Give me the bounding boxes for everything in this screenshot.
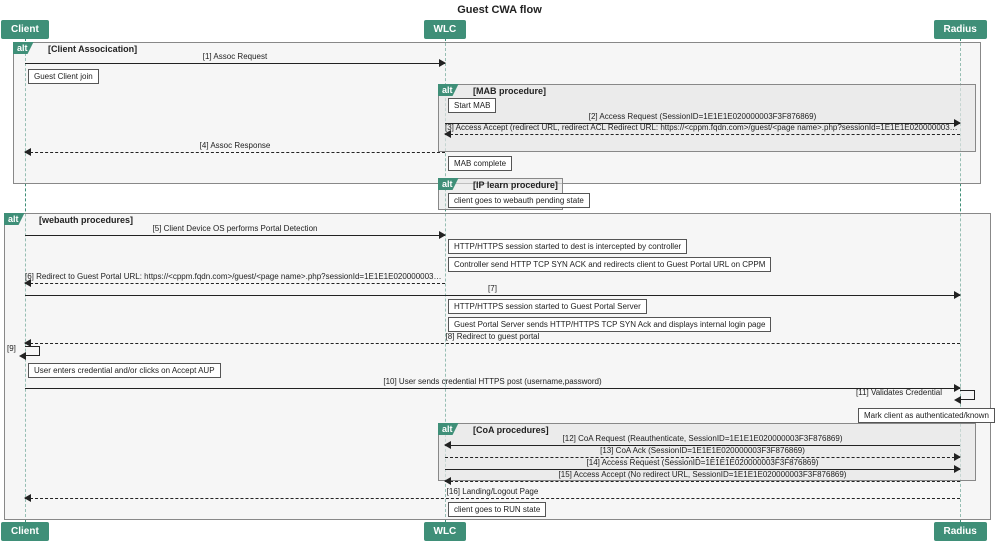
msg-10: [10] User sends credential HTTPS post (u… [25, 379, 960, 391]
msg-3: [3] Access Accept (redirect URL, redirec… [445, 125, 960, 137]
msg-label: [14] Access Request (SessionID=1E1E1E020… [445, 458, 960, 467]
msg-4: [4] Assoc Response [25, 143, 445, 155]
actor-client: Client [1, 20, 49, 39]
msg-label: [16] Landing/Logout Page [25, 487, 960, 496]
diagram-title: Guest CWA flow [0, 0, 999, 18]
note-0: Guest Client join [28, 69, 99, 84]
msg-8: [8] Redirect to guest portal [25, 334, 960, 346]
frame-tag: alt [438, 178, 459, 190]
actor-wlc: WLC [424, 20, 467, 39]
actor-radius: Radius [934, 20, 987, 39]
msg-label: [4] Assoc Response [25, 141, 445, 150]
frame-label: [IP learn procedure] [469, 179, 562, 191]
note-8: User enters credential and/or clicks on … [28, 363, 221, 378]
actor-radius: Radius [934, 522, 987, 541]
note-2: MAB complete [448, 156, 512, 171]
msg-label: [13] CoA Ack (SessionID=1E1E1E020000003F… [445, 446, 960, 455]
note-4: HTTP/HTTPS session started to dest is in… [448, 239, 687, 254]
note-9: Mark client as authenticated/known [858, 408, 995, 423]
note-1: Start MAB [448, 98, 496, 113]
note-7: Guest Portal Server sends HTTP/HTTPS TCP… [448, 317, 771, 332]
msg-label: [1] Assoc Request [25, 52, 445, 61]
self-msg-label: [9] [7, 344, 16, 353]
note-6: HTTP/HTTPS session started to Guest Port… [448, 299, 647, 314]
frame-tag: alt [4, 213, 25, 225]
msg-label: [8] Redirect to guest portal [25, 332, 960, 341]
msg-15: [15] Access Accept (No redirect URL, Ses… [445, 472, 960, 484]
note-10: client goes to RUN state [448, 502, 546, 517]
msg-label: [6] Redirect to Guest Portal URL: https:… [25, 272, 445, 281]
frame-tag: alt [438, 84, 459, 96]
msg-5: [5] Client Device OS performs Portal Det… [25, 226, 445, 238]
actor-client: Client [1, 522, 49, 541]
note-3: client goes to webauth pending state [448, 193, 590, 208]
msg-7: [7] [25, 286, 960, 298]
sequence-diagram: ClientWLCRadiusClientWLCRadiusalt[Client… [0, 18, 999, 542]
actor-wlc: WLC [424, 522, 467, 541]
frame-label: [MAB procedure] [469, 85, 550, 97]
msg-label: [3] Access Accept (redirect URL, redirec… [445, 123, 960, 132]
msg-label: [10] User sends credential HTTPS post (u… [25, 377, 960, 386]
msg-label: [15] Access Accept (No redirect URL, Ses… [445, 470, 960, 479]
msg-label: [5] Client Device OS performs Portal Det… [25, 224, 445, 233]
msg-label: [2] Access Request (SessionID=1E1E1E0200… [445, 112, 960, 121]
msg-1: [1] Assoc Request [25, 54, 445, 66]
msg-label: [12] CoA Request (Reauthenticate, Sessio… [445, 434, 960, 443]
msg-label: [7] [25, 284, 960, 293]
self-msg-label: [11] Validates Credential [856, 388, 942, 397]
note-5: Controller send HTTP TCP SYN ACK and red… [448, 257, 771, 272]
msg-16: [16] Landing/Logout Page [25, 489, 960, 501]
